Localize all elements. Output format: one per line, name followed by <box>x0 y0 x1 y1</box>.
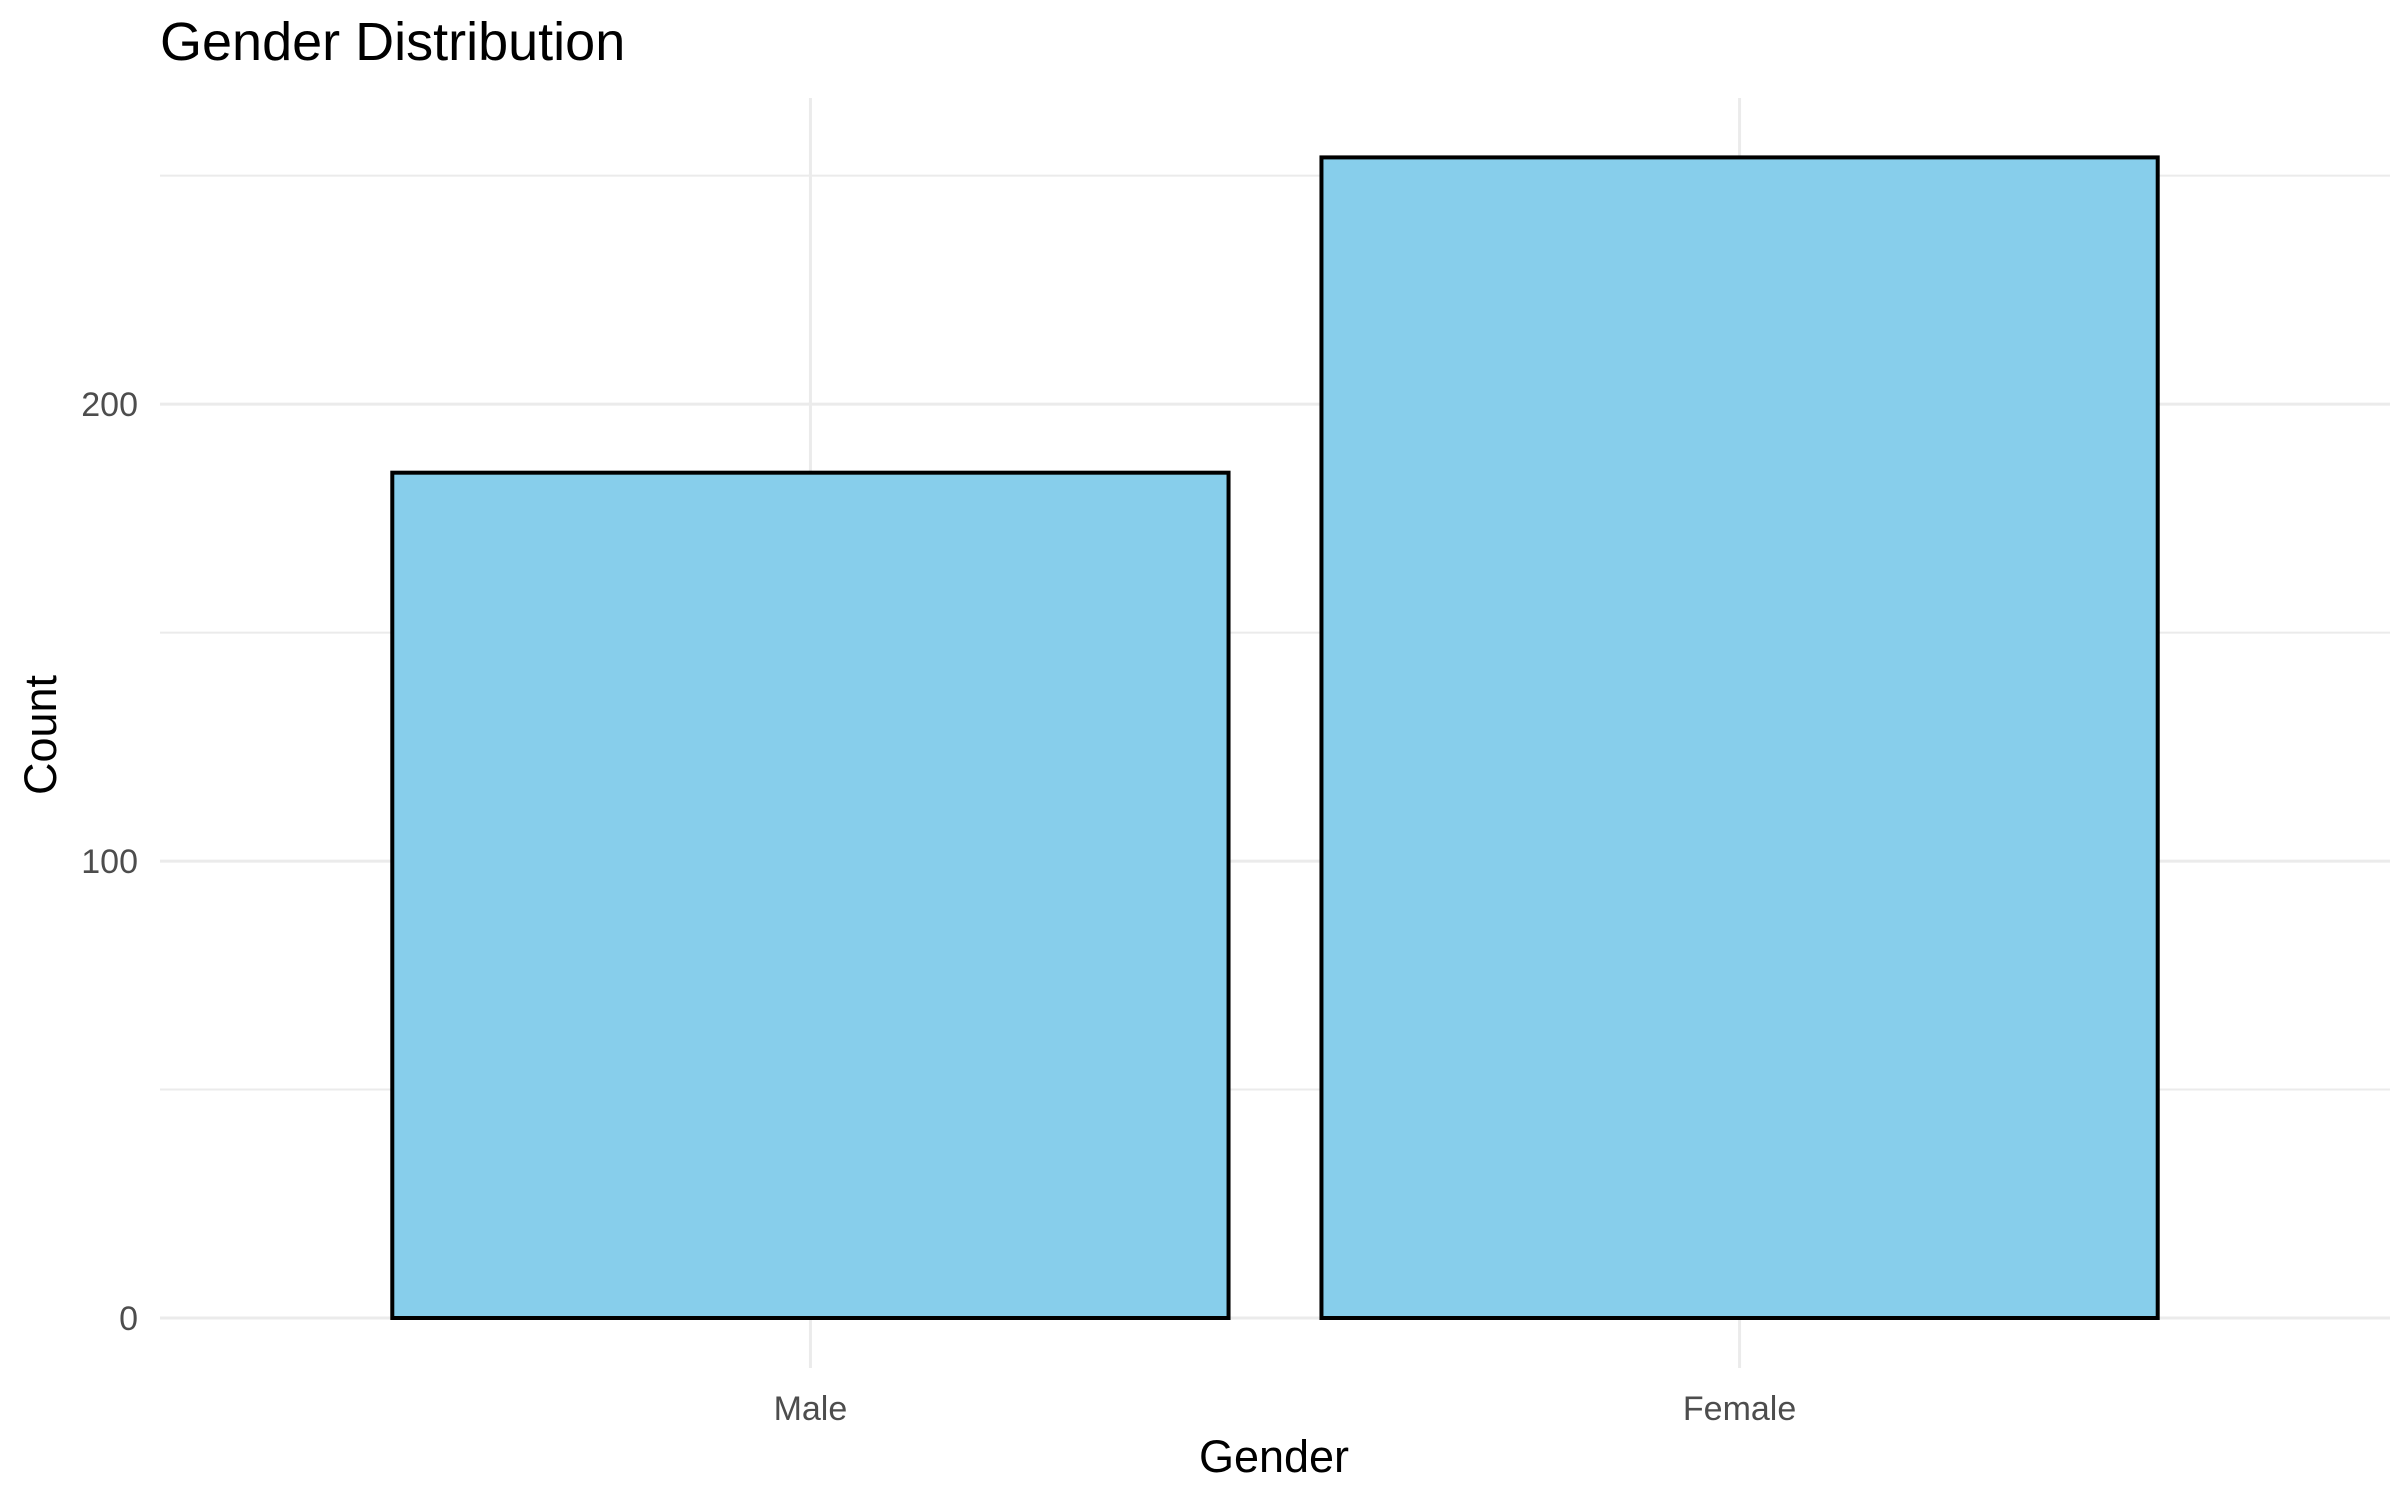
y-tick-label: 100 <box>81 843 138 881</box>
y-tick-label: 200 <box>81 386 138 424</box>
x-axis-title: Gender <box>1199 1431 1349 1482</box>
x-tick-label: Male <box>774 1390 848 1428</box>
y-axis-title: Count <box>15 674 66 795</box>
y-tick-label: 0 <box>119 1300 138 1338</box>
y-axis-ticks: 0 100 200 <box>81 386 138 1338</box>
x-axis-ticks: Male Female <box>774 1390 1797 1428</box>
bar-male <box>390 470 1231 1320</box>
x-tick-label: Female <box>1683 1390 1796 1428</box>
chart-title: Gender Distribution <box>160 12 625 72</box>
bar-female <box>1319 155 2160 1320</box>
bars <box>390 155 2160 1320</box>
